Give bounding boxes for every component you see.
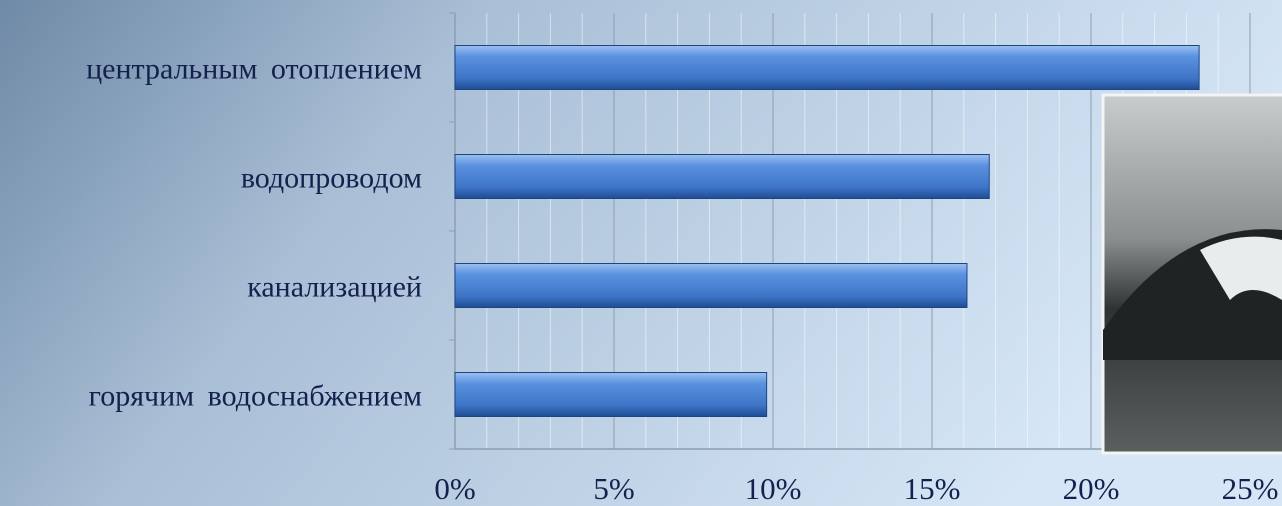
x-tick-label: 10% bbox=[745, 471, 802, 506]
x-tick-label: 20% bbox=[1063, 471, 1120, 506]
y-tick-label: горячим водоснабжением bbox=[89, 379, 422, 412]
bar bbox=[454, 372, 768, 417]
photo-snow bbox=[1200, 236, 1282, 300]
bars bbox=[454, 45, 1200, 417]
bar bbox=[454, 45, 1200, 90]
y-tick-label: водопроводом bbox=[241, 161, 422, 194]
y-tick-label: канализацией bbox=[247, 270, 422, 303]
x-tick-label: 0% bbox=[434, 471, 475, 506]
x-tick-label: 25% bbox=[1222, 471, 1279, 506]
bar bbox=[454, 263, 968, 308]
y-tick-label: центральным отоплением bbox=[86, 52, 422, 85]
x-tick-label: 15% bbox=[904, 471, 961, 506]
bar bbox=[454, 154, 990, 199]
x-tick-label: 5% bbox=[593, 471, 634, 506]
